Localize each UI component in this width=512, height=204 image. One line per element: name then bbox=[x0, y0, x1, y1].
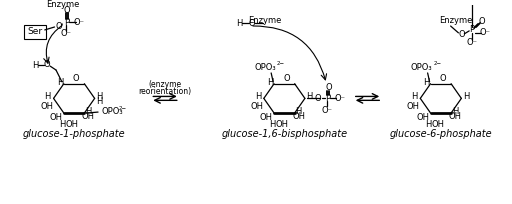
Text: H: H bbox=[32, 61, 39, 70]
Text: OPO₃: OPO₃ bbox=[102, 107, 123, 116]
Text: H: H bbox=[463, 92, 470, 101]
Text: OH: OH bbox=[275, 120, 288, 129]
Text: O: O bbox=[479, 17, 485, 26]
Text: H: H bbox=[423, 78, 430, 87]
Text: OH: OH bbox=[449, 112, 461, 121]
Text: O: O bbox=[283, 74, 290, 83]
Text: OPO₃: OPO₃ bbox=[254, 63, 276, 72]
Text: O: O bbox=[55, 21, 62, 31]
Text: OPO₃: OPO₃ bbox=[411, 63, 433, 72]
Text: glucose-6-phosphate: glucose-6-phosphate bbox=[390, 129, 492, 139]
Text: Enzyme: Enzyme bbox=[439, 16, 472, 25]
Text: H: H bbox=[59, 120, 65, 129]
Text: H: H bbox=[255, 92, 261, 101]
Text: O⁻: O⁻ bbox=[61, 29, 72, 38]
Text: OH: OH bbox=[407, 102, 420, 111]
Text: Enzyme: Enzyme bbox=[46, 0, 79, 9]
Text: O⁻: O⁻ bbox=[322, 106, 333, 115]
Text: glucose-1,6-bisphosphate: glucose-1,6-bisphosphate bbox=[221, 129, 348, 139]
Text: O: O bbox=[249, 19, 255, 28]
Text: O: O bbox=[314, 94, 321, 103]
Text: OH: OH bbox=[82, 112, 95, 121]
Text: glucose-1-phosphate: glucose-1-phosphate bbox=[23, 129, 125, 139]
Text: O⁻: O⁻ bbox=[335, 94, 346, 103]
Text: P: P bbox=[63, 18, 69, 27]
Text: O⁻: O⁻ bbox=[466, 38, 478, 47]
Text: H: H bbox=[236, 19, 243, 28]
Text: H: H bbox=[452, 107, 458, 116]
FancyBboxPatch shape bbox=[24, 25, 46, 39]
Text: H: H bbox=[45, 92, 51, 101]
Text: O: O bbox=[439, 74, 446, 83]
Text: O⁻: O⁻ bbox=[479, 28, 490, 37]
Text: H: H bbox=[307, 92, 313, 101]
Text: OH: OH bbox=[40, 102, 53, 111]
Text: H: H bbox=[57, 78, 63, 87]
Text: O⁻: O⁻ bbox=[74, 18, 84, 27]
Text: H: H bbox=[269, 120, 275, 129]
Text: O: O bbox=[325, 83, 332, 92]
Text: OH: OH bbox=[292, 112, 305, 121]
Text: OH: OH bbox=[260, 113, 273, 122]
Text: Ser: Ser bbox=[28, 27, 42, 36]
Text: OH: OH bbox=[432, 120, 445, 129]
Text: Enzyme: Enzyme bbox=[248, 16, 282, 25]
Text: H: H bbox=[295, 107, 302, 116]
Text: OH: OH bbox=[50, 113, 62, 122]
Text: H: H bbox=[96, 92, 103, 101]
Text: 2−: 2− bbox=[277, 61, 285, 66]
Text: OH: OH bbox=[65, 120, 78, 129]
Text: O: O bbox=[44, 60, 51, 69]
Text: H: H bbox=[267, 78, 273, 87]
Text: H: H bbox=[425, 120, 432, 129]
Text: reorientation): reorientation) bbox=[138, 87, 191, 96]
Text: P: P bbox=[470, 26, 475, 34]
Text: H: H bbox=[411, 92, 418, 101]
Text: P: P bbox=[325, 94, 330, 103]
Text: H: H bbox=[96, 97, 103, 106]
Text: O: O bbox=[64, 6, 71, 15]
Text: (enzyme: (enzyme bbox=[148, 80, 182, 89]
Text: OH: OH bbox=[416, 113, 429, 122]
Text: OH: OH bbox=[250, 102, 264, 111]
Text: O: O bbox=[458, 30, 465, 39]
Text: 2−: 2− bbox=[433, 61, 441, 66]
Text: O: O bbox=[73, 74, 79, 83]
Text: H: H bbox=[85, 107, 92, 116]
Text: 2−: 2− bbox=[119, 106, 127, 111]
